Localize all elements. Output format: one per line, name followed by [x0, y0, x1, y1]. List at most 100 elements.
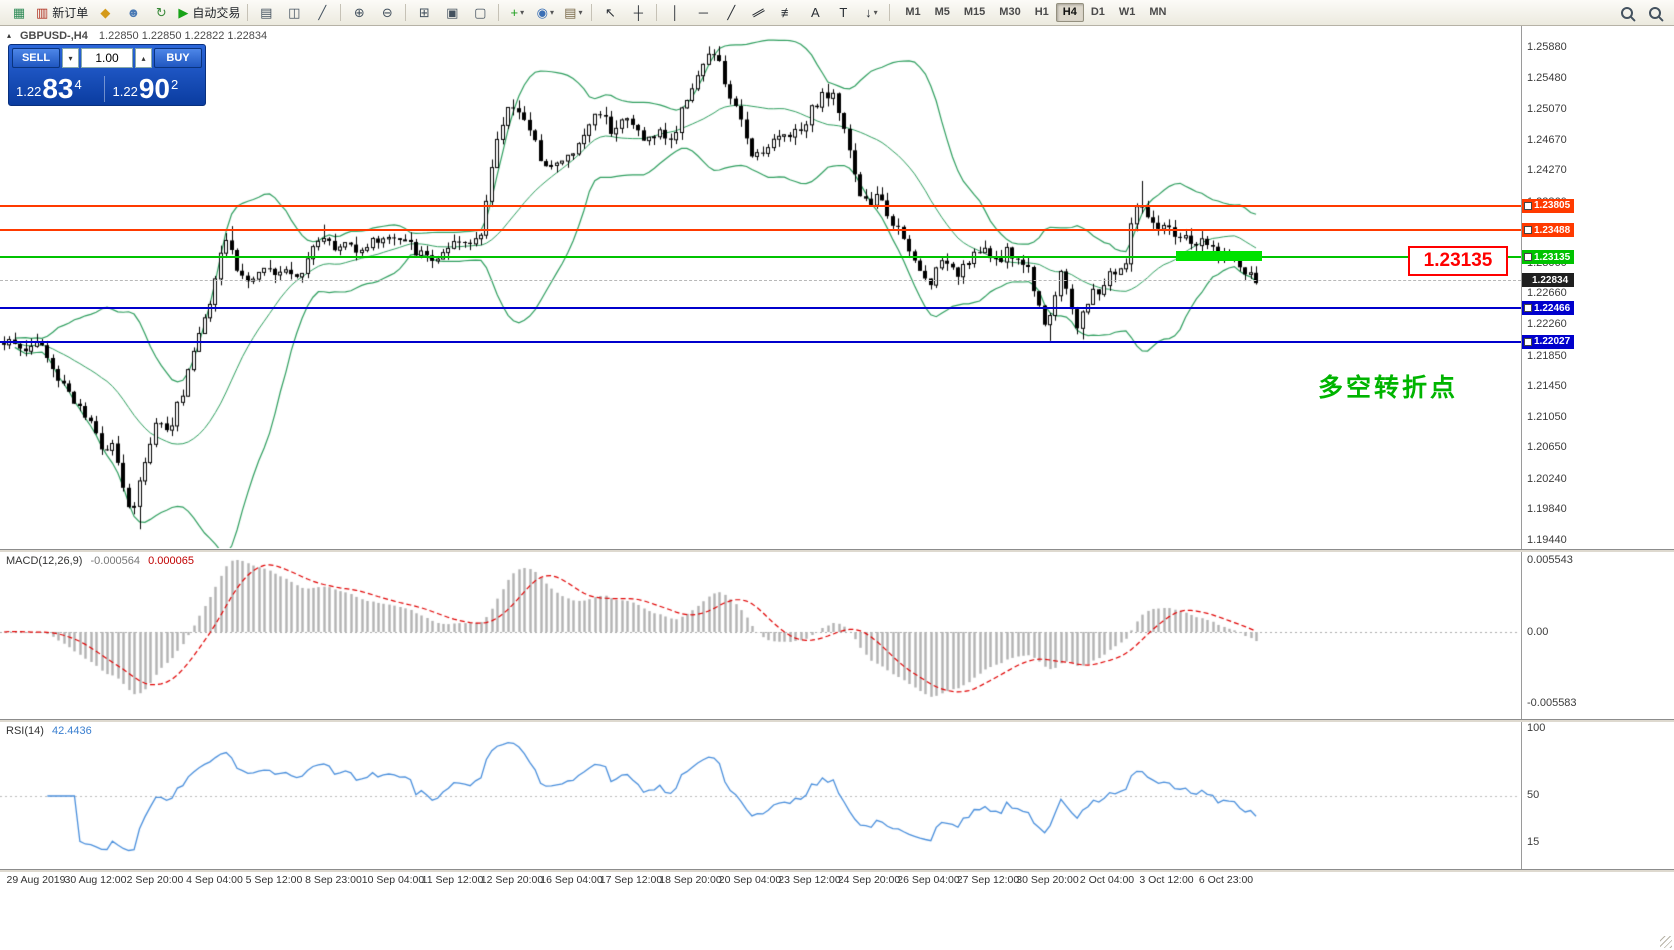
resize-grip[interactable] [1660, 936, 1672, 948]
cursor-icon[interactable]: ↖ [596, 3, 624, 23]
current-price-tag: 1.22834 [1522, 273, 1574, 288]
refresh-icon[interactable]: ↻ [147, 3, 175, 23]
periods-button[interactable]: ◉ ▾ [531, 3, 559, 23]
accounts-icon[interactable]: ☻ [119, 3, 147, 23]
chart-profile-icon-glyph: ◆ [100, 5, 111, 20]
price-tag[interactable]: 1.22027 [1522, 334, 1574, 349]
price-tick: 1.22660 [1527, 287, 1567, 300]
tile-windows-icon-glyph: ⊞ [418, 5, 430, 20]
time-label: 3 Oct 12:00 [1139, 874, 1194, 886]
sell-button[interactable]: SELL [12, 48, 60, 68]
zoom-in-icon[interactable]: ⊕ [345, 3, 373, 23]
horizontal-line-1.23488[interactable] [0, 229, 1521, 232]
sell-price[interactable]: 1.22 83 4 [14, 73, 104, 104]
text-icon[interactable]: A [801, 3, 829, 23]
timeframe-h1[interactable]: H1 [1034, 6, 1049, 18]
toolbar-separator [247, 4, 249, 21]
timeframe-w1[interactable]: W1 [1118, 6, 1136, 18]
horizontal-line-1.23135[interactable] [0, 256, 1521, 259]
panel-collapse-icon[interactable]: ▴ [7, 31, 12, 40]
price-callout[interactable]: 1.23135 [1408, 246, 1508, 276]
tile-windows-icon[interactable]: ⊞ [410, 3, 438, 23]
vertical-line-icon[interactable]: │ [661, 3, 689, 23]
buy-price-sup: 2 [170, 77, 179, 92]
buy-price[interactable]: 1.22 90 2 [103, 75, 201, 103]
horizontal-line-1.23805[interactable] [0, 204, 1521, 207]
price-tag[interactable]: 1.23805 [1522, 198, 1574, 213]
timeframe-m15[interactable]: M15 [963, 6, 986, 18]
symbol-search-icon[interactable] [1641, 3, 1669, 23]
horizontal-line-icon[interactable]: ─ [689, 3, 717, 23]
autotrading-button[interactable]: ▶ 自动交易 [175, 3, 243, 23]
crosshair-icon-glyph: ┼ [633, 5, 643, 20]
search-icon[interactable] [1613, 3, 1641, 23]
timeframe-mn[interactable]: MN [1149, 6, 1167, 18]
toolbar-separator [498, 4, 500, 21]
timeframe-m30[interactable]: M30 [999, 6, 1021, 18]
line-chart-icon[interactable]: ╱ [308, 3, 336, 23]
price-tag-value: 1.23488 [1534, 224, 1571, 236]
timeframe-m5[interactable]: M5 [934, 6, 950, 18]
price-tick: 1.19440 [1527, 533, 1567, 546]
label-icon[interactable]: T [829, 3, 857, 23]
time-label: 2 Oct 04:00 [1079, 874, 1135, 886]
toolbar-separator [889, 4, 891, 21]
trendline-icon[interactable]: ╱ [717, 3, 745, 23]
highlight-zone[interactable] [1176, 250, 1262, 262]
macd-scale-max: 0.005543 [1527, 554, 1573, 566]
order-panel-prices: 1.22 83 4 1.22 90 2 [12, 68, 202, 104]
fibonacci-icon[interactable]: ≢ [773, 3, 801, 23]
timeframe-m1[interactable]: M1 [905, 6, 921, 18]
horizontal-line-1.22466[interactable] [0, 307, 1521, 310]
crosshair-icon[interactable]: ┼ [624, 3, 652, 23]
price-tag[interactable]: 1.23488 [1522, 223, 1574, 238]
axis-separator [0, 869, 1674, 872]
line-chart-icon-glyph: ╱ [318, 5, 327, 20]
price-tick: 1.19840 [1527, 503, 1567, 516]
macd-name: MACD(12,26,9) [6, 555, 83, 567]
sell-price-big: 83 [42, 73, 74, 104]
chart-profile-icon[interactable]: ◆ [91, 3, 119, 23]
volume-up-button[interactable]: ▴ [135, 48, 152, 68]
price-tag[interactable]: 1.22466 [1522, 301, 1574, 316]
chart-ohlc: 1.22850 1.22850 1.22822 1.22834 [98, 30, 268, 42]
candlestick-chart-icon[interactable]: ◫ [280, 3, 308, 23]
autotrading-button-glyph: ▶ [178, 5, 189, 20]
cascade-windows-icon[interactable]: ▣ [438, 3, 466, 23]
bar-chart-icon[interactable]: ▤ [252, 3, 280, 23]
new-order-button[interactable]: ▥ 新订单 [33, 3, 91, 23]
time-label: 27 Sep 12:00 [956, 874, 1020, 886]
buy-button[interactable]: BUY [154, 48, 202, 68]
time-label: 5 Sep 12:00 [245, 874, 303, 886]
current-price-line [0, 280, 1521, 282]
current-price-value: 1.22834 [1532, 274, 1569, 286]
timeframe-group: M1 M5 M15 M30 H1 H4 D1 W1 MN [898, 3, 1173, 22]
arrows-button[interactable]: ↓ ▾ [857, 3, 885, 23]
price-tag-value: 1.22466 [1534, 302, 1571, 314]
timeframe-h4[interactable]: H4 [1055, 3, 1084, 22]
app-icon[interactable]: ▦ [5, 3, 33, 23]
time-label: 16 Sep 04:00 [540, 874, 603, 886]
price-tag[interactable]: 1.23135 [1522, 250, 1574, 265]
pane-separator-macd[interactable] [0, 549, 1674, 552]
template-button-glyph: ▤ [564, 5, 577, 20]
channel-icon[interactable]: ∥ [745, 3, 773, 23]
pane-separator-rsi[interactable] [0, 719, 1674, 722]
macd-scale-min: -0.005583 [1527, 697, 1577, 709]
arrange-windows-icon[interactable]: ▢ [466, 3, 494, 23]
volume-down-button[interactable]: ▾ [62, 48, 79, 68]
horizontal-line-1.22027[interactable] [0, 340, 1521, 343]
price-tick: 1.25070 [1527, 103, 1567, 115]
channel-icon-glyph: ∥ [751, 5, 768, 20]
time-axis[interactable]: 29 Aug 2019 30 Aug 12:00 2 Sep 20:00 4 Sep … [0, 871, 1521, 890]
rsi-label: RSI(14) 42.4436 [6, 725, 97, 737]
timeframe-d1[interactable]: D1 [1090, 6, 1105, 18]
price-tick: 1.24670 [1527, 133, 1567, 146]
add-indicator-button[interactable]: + ▾ [503, 3, 531, 23]
annotation-note[interactable]: 多空转折点 [1318, 374, 1459, 402]
zoom-out-icon[interactable]: ⊖ [373, 3, 401, 23]
volume-input[interactable]: 1.00 [81, 48, 133, 68]
periods-button-glyph: ◉ [536, 5, 548, 20]
template-button[interactable]: ▤ ▾ [559, 3, 587, 23]
